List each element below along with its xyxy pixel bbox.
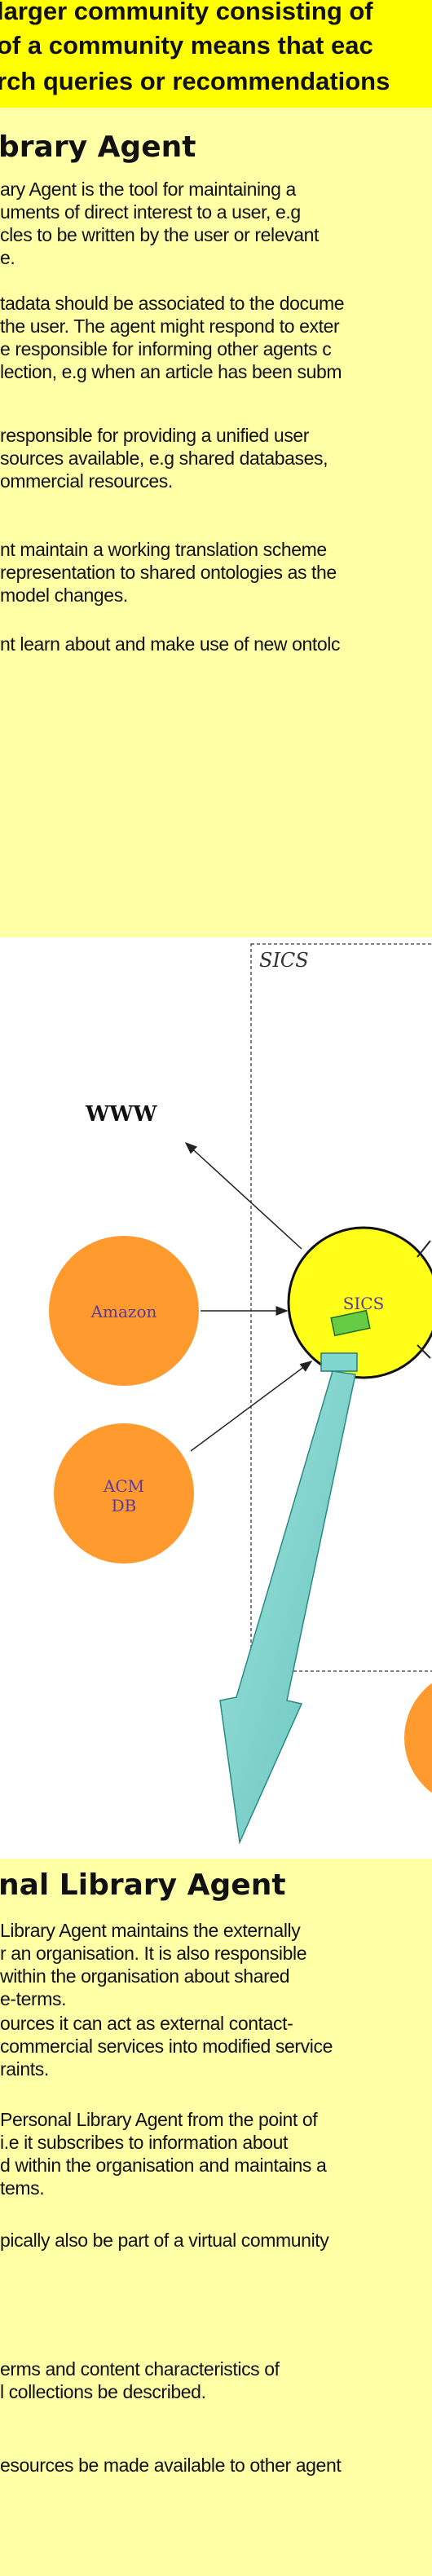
text-line: ommercial resources. bbox=[0, 470, 173, 492]
banner-line: of a community means that eac bbox=[0, 31, 373, 60]
text-line: d within the organisation and maintains … bbox=[0, 2155, 327, 2176]
text-line: tadata should be associated to the docum… bbox=[0, 293, 345, 314]
text-line: responsible for providing a unified user bbox=[0, 425, 310, 446]
paragraph: nt learn about and make use of new ontol… bbox=[0, 633, 432, 655]
section-title-organisational-library-agent: nal Library Agent bbox=[0, 1868, 286, 1902]
paragraph: erms and content characteristics of l co… bbox=[0, 2358, 432, 2403]
text-line: Library Agent maintains the externally bbox=[0, 1920, 301, 1941]
text-line: nt maintain a working translation scheme bbox=[0, 539, 327, 560]
small-agent-box-teal bbox=[320, 1352, 358, 1372]
www-label: WWW bbox=[85, 1102, 157, 1127]
arrow-acm-to-sics bbox=[190, 1361, 313, 1452]
sics-region-border bbox=[250, 943, 432, 1672]
sics-label: SICS bbox=[343, 1294, 385, 1313]
text-line: commercial services into modified servic… bbox=[0, 2036, 333, 2057]
paragraph: pically also be part of a virtual commun… bbox=[0, 2229, 432, 2252]
text-line: representation to shared ontologies as t… bbox=[0, 562, 337, 583]
text-line: lection, e.g when an article has been su… bbox=[0, 361, 342, 382]
banner-line: rch queries or recommendations bbox=[0, 67, 390, 95]
partial-orange-node bbox=[404, 1683, 432, 1793]
amazon-label: Amazon bbox=[90, 1302, 157, 1321]
sics-node bbox=[287, 1226, 432, 1379]
text-line: ary Agent is the tool for maintaining a bbox=[0, 179, 296, 200]
small-agent-box bbox=[330, 1309, 371, 1337]
arrow-to-www bbox=[184, 1141, 302, 1250]
text-line: model changes. bbox=[0, 584, 128, 606]
header-banner: larger community consisting of of a comm… bbox=[0, 0, 432, 108]
diagram-canvas: SICS WWW Amazon ACM DB SICS bbox=[49, 943, 432, 1845]
text-line: l collections be described. bbox=[0, 2381, 206, 2402]
paragraph: tadata should be associated to the docum… bbox=[0, 292, 432, 383]
paragraph: ary Agent is the tool for maintaining a … bbox=[0, 178, 432, 269]
text-line: uments of direct interest to a user, e.g bbox=[0, 201, 301, 223]
text-line: sources available, e.g shared databases, bbox=[0, 448, 328, 469]
section-title-library-agent: brary Agent bbox=[0, 130, 196, 164]
architecture-diagram: SICS WWW Amazon ACM DB SICS bbox=[0, 937, 432, 1859]
paragraph: nt maintain a working translation scheme… bbox=[0, 538, 432, 607]
arrow-sics-right-down bbox=[417, 1344, 431, 1359]
text-line: Personal Library Agent from the point of bbox=[0, 2109, 318, 2130]
text-line: e. bbox=[0, 247, 15, 268]
text-line: erms and content characteristics of bbox=[0, 2358, 280, 2380]
text-line: the user. The agent might respond to ext… bbox=[0, 315, 340, 337]
paragraph: responsible for providing a unified user… bbox=[0, 424, 432, 492]
amazon-node bbox=[49, 1236, 199, 1386]
sics-region-label: SICS bbox=[259, 949, 309, 972]
arrow-sics-right-up bbox=[417, 1240, 431, 1258]
paragraph: Library Agent maintains the externally r… bbox=[0, 1919, 432, 2010]
text-line: tems. bbox=[0, 2177, 45, 2199]
acm-db-node bbox=[54, 1423, 194, 1564]
text-line: cles to be written by the user or releva… bbox=[0, 224, 320, 245]
text-line: i.e it subscribes to information about bbox=[0, 2132, 288, 2153]
text-line: e responsible for informing other agents… bbox=[0, 338, 332, 359]
paragraph: Personal Library Agent from the point of… bbox=[0, 2108, 432, 2199]
db-label: DB bbox=[112, 1496, 137, 1515]
text-line: e-terms. bbox=[0, 1988, 67, 2009]
paragraph: ources it can act as external contact- c… bbox=[0, 2012, 432, 2080]
text-line: nt learn about and make use of new ontol… bbox=[0, 633, 341, 655]
text-line: raints. bbox=[0, 2058, 49, 2080]
text-line: r an organisation. It is also responsibl… bbox=[0, 1943, 307, 1964]
acm-label: ACM bbox=[103, 1476, 144, 1496]
text-line: within the organisation about shared bbox=[0, 1965, 290, 1987]
text-line: esources be made available to other agen… bbox=[0, 2455, 342, 2476]
banner-line: larger community consisting of bbox=[0, 0, 373, 25]
paragraph: esources be made available to other agen… bbox=[0, 2454, 432, 2477]
big-flow-arrow bbox=[219, 1370, 356, 1845]
text-line: ources it can act as external contact- bbox=[0, 2013, 293, 2034]
text-line: pically also be part of a virtual commun… bbox=[0, 2230, 329, 2251]
